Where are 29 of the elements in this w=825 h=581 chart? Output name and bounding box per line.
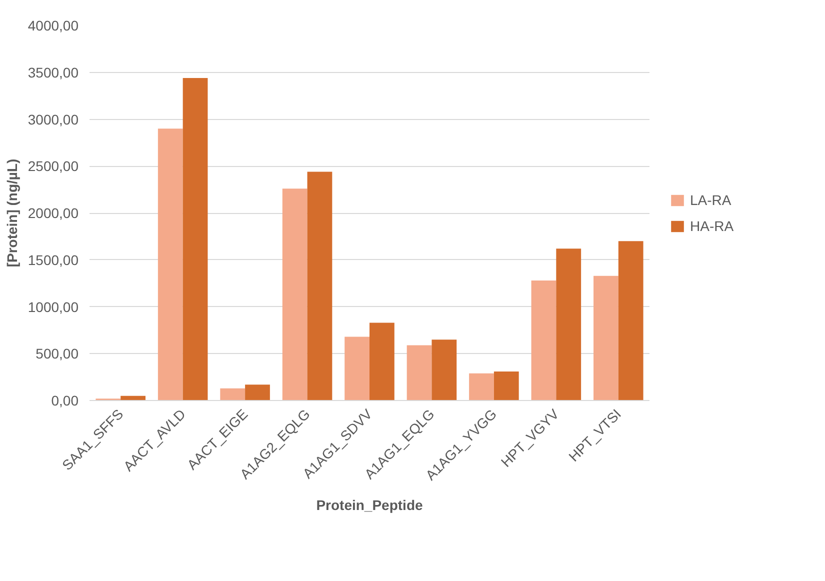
y-axis-title: [Protein] (ng/µL) <box>4 158 20 268</box>
y-tick-label: 500,00 <box>36 346 79 362</box>
bar <box>344 336 370 400</box>
bar <box>469 373 494 400</box>
bar <box>618 241 644 400</box>
bar <box>406 345 432 400</box>
bar <box>245 384 270 400</box>
bar <box>370 322 394 400</box>
bar <box>494 371 519 400</box>
y-tick-label: 3500,00 <box>28 64 79 80</box>
bar <box>182 78 208 400</box>
y-tick-label: 0,00 <box>51 392 79 408</box>
bar <box>307 172 332 400</box>
y-tick-label: 4000,00 <box>28 18 79 34</box>
bar <box>531 280 556 400</box>
bar <box>556 248 582 400</box>
bar <box>432 340 457 400</box>
y-tick-label: 2000,00 <box>28 205 79 221</box>
x-axis-title: Protein_Peptide <box>316 496 424 513</box>
y-tick-label: 3000,00 <box>28 111 79 128</box>
y-tick-label: 2500,00 <box>28 158 79 174</box>
bar <box>220 388 246 400</box>
legend-label: LA-RA <box>690 192 732 208</box>
legend-label: HA-RA <box>690 218 734 234</box>
bar <box>158 128 183 400</box>
y-tick-label: 1500,00 <box>28 252 79 268</box>
bar <box>282 188 308 400</box>
y-tick-label: 1000,00 <box>28 298 79 315</box>
bar <box>594 276 618 400</box>
